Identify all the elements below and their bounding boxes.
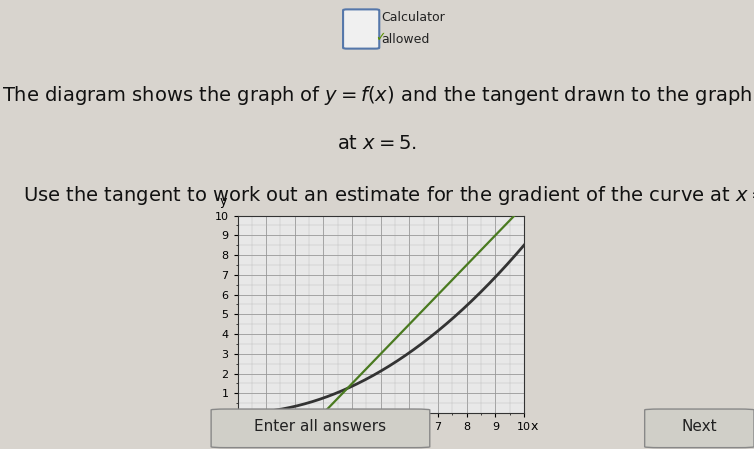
Text: Calculator: Calculator (381, 11, 445, 23)
Text: Next: Next (682, 419, 718, 434)
Text: x: x (530, 420, 538, 433)
Text: The diagram shows the graph of $y = f(x)$ and the tangent drawn to the graph: The diagram shows the graph of $y = f(x)… (2, 84, 752, 107)
Text: ✓: ✓ (375, 31, 386, 44)
Text: y: y (219, 194, 227, 207)
FancyBboxPatch shape (343, 9, 379, 48)
FancyBboxPatch shape (645, 409, 754, 448)
Text: Use the tangent to work out an estimate for the gradient of the curve at $x = 5$: Use the tangent to work out an estimate … (23, 184, 754, 207)
Text: Enter all answers: Enter all answers (254, 419, 387, 434)
Text: at $x = 5$.: at $x = 5$. (337, 134, 417, 153)
Text: allowed: allowed (381, 33, 429, 46)
FancyBboxPatch shape (211, 409, 430, 448)
